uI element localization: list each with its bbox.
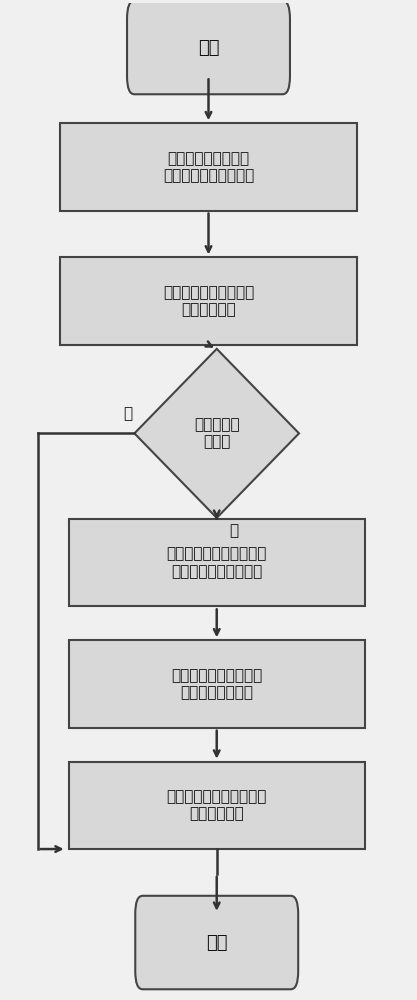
Text: 确定研究时段，采集
各线路班次和到站间隔: 确定研究时段，采集 各线路班次和到站间隔 bbox=[163, 151, 254, 183]
Text: 否: 否 bbox=[123, 406, 132, 421]
Text: 开始: 开始 bbox=[198, 39, 219, 57]
FancyBboxPatch shape bbox=[60, 257, 357, 345]
Polygon shape bbox=[134, 349, 299, 518]
Text: 根据行程时间和到站时间
确定发车时间: 根据行程时间和到站时间 确定发车时间 bbox=[166, 789, 267, 821]
FancyBboxPatch shape bbox=[69, 519, 365, 606]
FancyBboxPatch shape bbox=[69, 640, 365, 728]
Text: 分别确定两站台间乘客
换乘步行时间: 分别确定两站台间乘客 换乘步行时间 bbox=[163, 285, 254, 317]
FancyBboxPatch shape bbox=[135, 896, 298, 989]
FancyBboxPatch shape bbox=[60, 123, 357, 211]
FancyBboxPatch shape bbox=[127, 1, 290, 94]
FancyBboxPatch shape bbox=[69, 762, 365, 849]
Text: 是: 是 bbox=[229, 523, 238, 538]
Text: 是否满足优
化条件: 是否满足优 化条件 bbox=[194, 417, 239, 450]
Text: 结束: 结束 bbox=[206, 934, 228, 952]
Text: 根据换乘步行时间初步确
定发车班次和到站时间: 根据换乘步行时间初步确 定发车班次和到站时间 bbox=[166, 546, 267, 579]
Text: 以优化前后班次相同为
目标调整到站时间: 以优化前后班次相同为 目标调整到站时间 bbox=[171, 668, 262, 700]
